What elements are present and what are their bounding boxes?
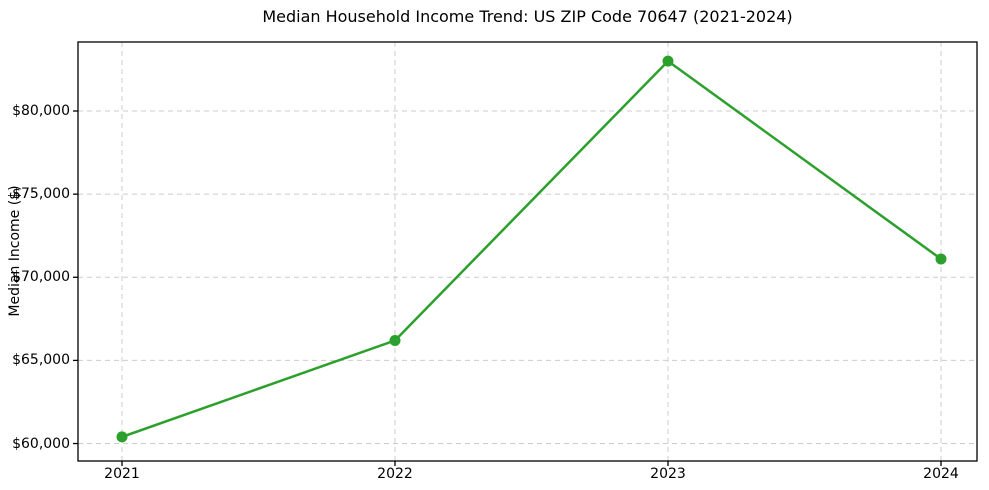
x-tick-label: 2023 [650,466,686,482]
y-tick-label: $70,000 [12,269,70,286]
data-point-2022 [389,334,401,346]
y-tick-label: $65,000 [12,352,70,369]
y-tick-label: $75,000 [12,186,70,203]
plot-border [77,41,978,462]
x-tick-label: 2022 [377,466,413,482]
data-point-2023 [662,55,674,67]
trend-line [120,59,943,439]
data-point-2021 [116,431,128,443]
x-tick-label: 2021 [104,466,140,482]
y-tick-label: $80,000 [12,103,70,119]
y-tick-label: $60,000 [12,435,70,452]
chart-title: Median Household Income Trend: US ZIP Co… [262,7,793,26]
data-point-2024 [935,253,947,265]
x-tick-label: 2024 [923,466,959,482]
y-axis-label: Median Income ($) [7,185,23,317]
